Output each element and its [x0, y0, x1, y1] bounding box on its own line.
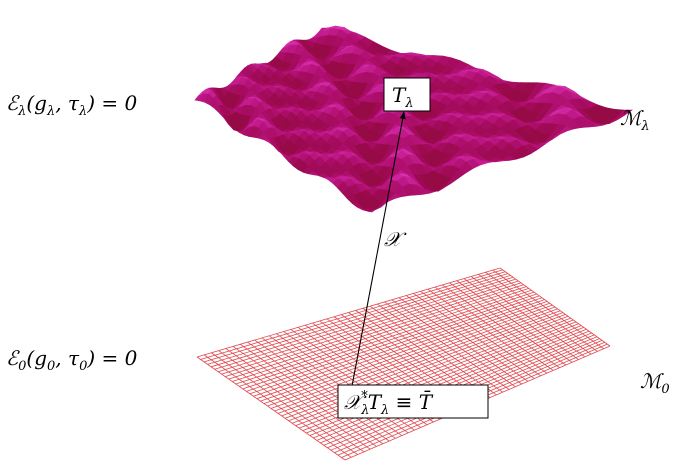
label-subscript: λ [380, 403, 389, 418]
label-subscript: 0 [47, 359, 55, 374]
label-subscript: 0 [79, 359, 87, 374]
grid-line [456, 280, 573, 363]
point-box [383, 77, 431, 112]
label-text: 𝒳 [384, 227, 407, 251]
pullback-box [337, 384, 489, 419]
pullback-label: 𝒳λ*Tλ ≡ T̄ [344, 389, 434, 418]
grid-line [478, 274, 592, 355]
point-label: Tλ [392, 83, 414, 111]
label-text: , τ [55, 91, 80, 115]
label-subscript: λ [17, 104, 26, 119]
flat-manifold [196, 267, 611, 461]
surface-patch [616, 109, 633, 119]
label-text: ) = 0 [86, 91, 137, 115]
label-subscript: λ [404, 96, 413, 111]
label-subscript: 0 [18, 359, 26, 374]
label-text: ℰ [6, 346, 20, 370]
grid-line [485, 271, 598, 352]
manifold-lambda-label: ℳλ [620, 106, 650, 134]
label-subscript: 0 [661, 382, 669, 397]
grid-line [309, 327, 584, 436]
label-text: , τ [55, 346, 80, 370]
map-label: 𝒳 [384, 227, 407, 251]
curved-manifold [194, 25, 633, 213]
grid-line [492, 269, 604, 350]
label-text: T [392, 83, 407, 107]
label-subscript: λ [360, 403, 369, 418]
label-text: T [368, 390, 383, 414]
label-text: (g [26, 346, 47, 370]
label-text: ℳ [640, 369, 664, 393]
label-text: ℰ [6, 91, 20, 115]
label-text: ℳ [620, 106, 644, 130]
label-subscript: λ [640, 119, 649, 134]
label-text: ≡ T̄ [389, 389, 433, 414]
grid-line [499, 267, 611, 347]
label-text: ) = 0 [86, 346, 137, 370]
map-arrow [351, 111, 406, 387]
energy-zero-label: ℰ0(g0, τ0) = 0 [6, 346, 138, 374]
energy-lambda-label: ℰλ(gλ, τλ) = 0 [6, 91, 138, 119]
grid-line [470, 276, 585, 358]
grid-line [463, 278, 579, 360]
label-subscript: λ [78, 104, 87, 119]
manifold-zero-label: ℳ0 [640, 369, 670, 397]
label-subscript: λ [46, 104, 55, 119]
label-superscript: * [361, 389, 368, 404]
label-text: (g [26, 91, 47, 115]
